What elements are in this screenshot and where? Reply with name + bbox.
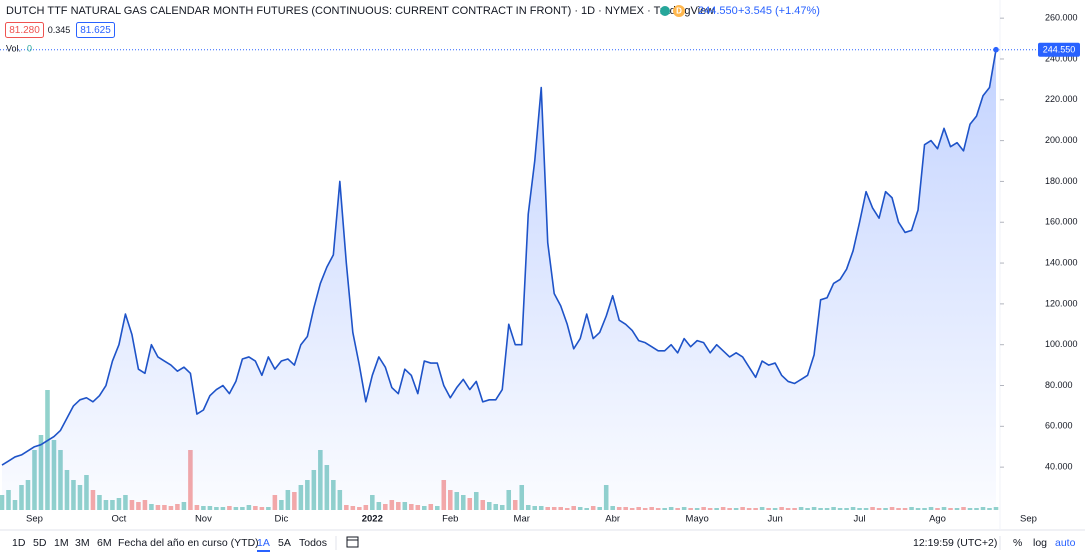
badge: D: [676, 7, 682, 16]
bid-box[interactable]: [5, 22, 44, 38]
y-tick-label: 60.000: [1045, 421, 1073, 431]
price-change: +3.545 (+1.47%): [738, 5, 820, 17]
last-price-tag: [1038, 42, 1080, 57]
range-button[interactable]: Fecha del año en curso (YTD): [118, 537, 259, 549]
status-dot: [660, 6, 670, 16]
chart-title: DUTCH TTF NATURAL GAS CALENDAR MONTH FUT…: [6, 5, 714, 17]
x-tick-label: Sep: [1020, 514, 1037, 525]
y-tick-label: 120.000: [1045, 298, 1078, 308]
x-tick-label: Sep: [26, 514, 43, 525]
volume-value: 0: [27, 43, 32, 53]
x-tick-label: Oct: [112, 514, 127, 525]
x-tick-label: 2022: [362, 514, 383, 525]
clock: 12:19:59 (UTC+2): [913, 537, 997, 549]
price-area: [2, 49, 996, 510]
x-tick-label: Abr: [605, 514, 620, 525]
y-tick-label: 240.000: [1045, 53, 1078, 63]
range-button[interactable]: 5D: [33, 537, 47, 549]
range-button-active[interactable]: 1A: [257, 537, 270, 549]
last-price: 244.550: [698, 5, 738, 17]
badge-bg: [673, 5, 685, 17]
x-tick-label: Feb: [442, 514, 458, 525]
y-tick-label: 200.000: [1045, 135, 1078, 145]
calendar-frame: [346, 536, 359, 548]
bid: 81.280: [9, 25, 40, 36]
x-tick-label: Jun: [767, 514, 782, 525]
range-button[interactable]: 1M: [54, 537, 69, 549]
price-line: [1, 49, 997, 466]
x-tick-label: Mar: [514, 514, 530, 525]
range-button[interactable]: Todos: [299, 537, 327, 549]
plot-layer: [0, 46, 1040, 510]
option-button[interactable]: log: [1033, 537, 1047, 549]
y-tick-label: 140.000: [1045, 257, 1078, 267]
last-point: [993, 46, 999, 53]
y-tick-label: 180.000: [1045, 176, 1078, 186]
y-tick-label: 260.000: [1045, 13, 1078, 23]
y-tick-label: 80.000: [1045, 380, 1073, 390]
spread: 0.345: [48, 25, 71, 35]
y-tick-label: 40.000: [1045, 462, 1073, 472]
option-button[interactable]: auto: [1055, 537, 1076, 549]
range-button[interactable]: 5A: [278, 537, 291, 549]
ask: 81.625: [80, 25, 111, 36]
x-tick-label: Ago: [929, 514, 946, 525]
range-button[interactable]: 3M: [75, 537, 90, 549]
toolbar: 1D 5D 1M 3M 6M Fecha del año en curso (Y…: [12, 536, 1076, 552]
calendar-icon[interactable]: [346, 536, 359, 548]
range-button[interactable]: 1D: [12, 537, 26, 549]
ask-box[interactable]: [76, 22, 115, 38]
x-tick-label: Mayo: [686, 514, 709, 525]
x-tick-label: Nov: [195, 514, 212, 525]
axis-layer: 40.000 60.000 80.000 100.000 120.000 140.000 1…: [26, 13, 1080, 525]
last-price-tag-label: 244.550: [1043, 45, 1076, 55]
volume-label: Vol.: [6, 43, 21, 53]
x-tick-label: Dic: [274, 514, 288, 525]
x-tick-label: Jul: [853, 514, 865, 525]
y-tick-label: 220.000: [1045, 94, 1078, 104]
y-tick-label: 100.000: [1045, 339, 1078, 349]
range-button[interactable]: 6M: [97, 537, 112, 549]
option-button[interactable]: %: [1013, 537, 1022, 549]
y-tick-label: 160.000: [1045, 217, 1078, 227]
